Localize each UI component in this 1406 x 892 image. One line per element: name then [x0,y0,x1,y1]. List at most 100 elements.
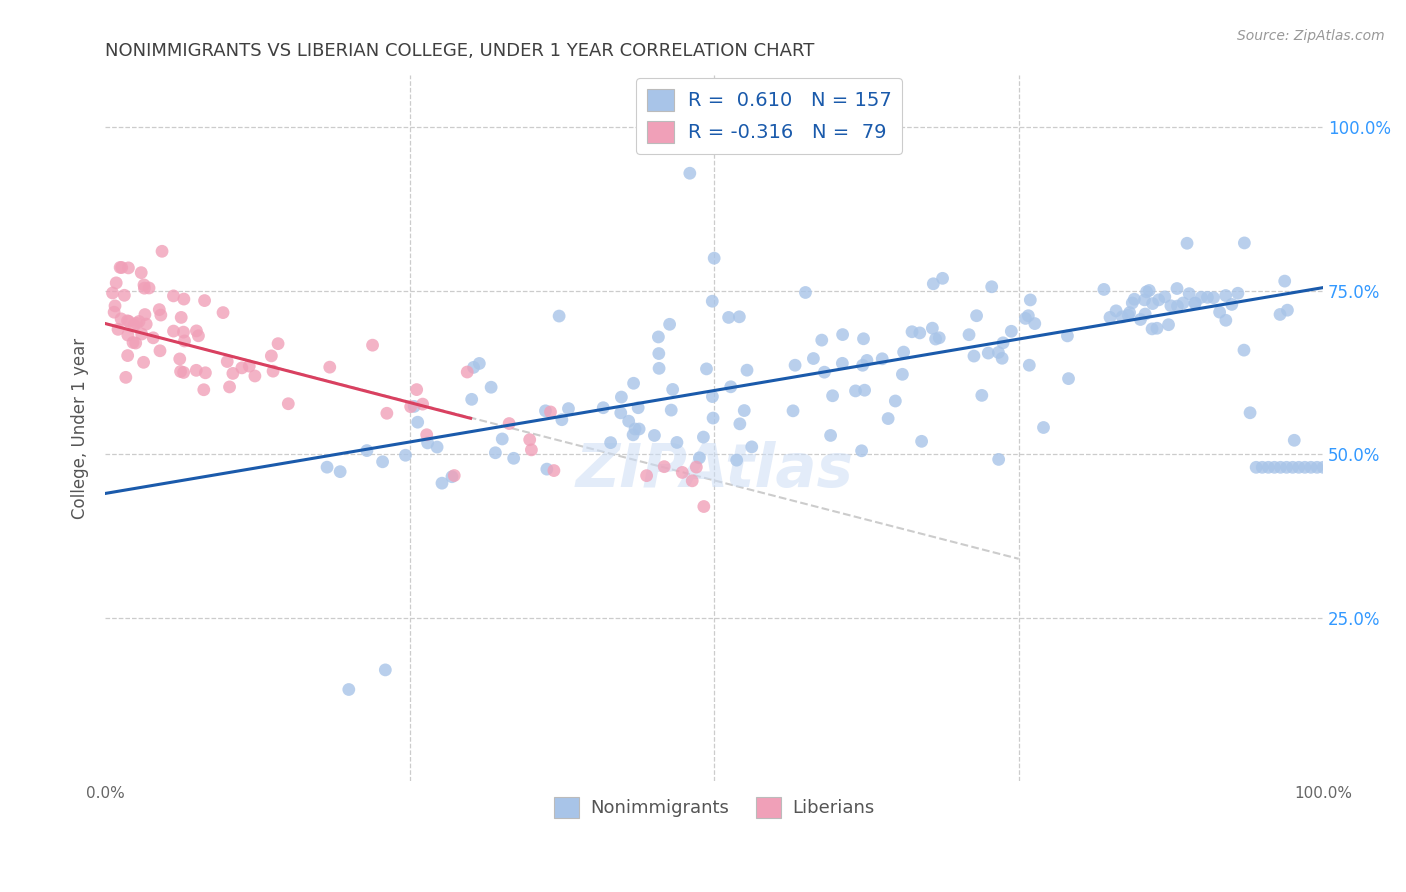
Point [430,476,453,491]
Point [1118,305,1140,319]
Point [172,325,194,339]
Point [260,349,283,363]
Point [520,442,543,457]
Point [374,663,396,677]
Point [1277,303,1299,318]
Point [891,368,914,382]
Point [652,459,675,474]
Point [1142,296,1164,310]
Point [1160,299,1182,313]
Point [733,403,755,417]
Point [636,468,658,483]
Point [1288,460,1310,475]
Point [316,460,339,475]
Point [129,266,152,280]
Point [134,281,156,295]
Point [702,294,724,309]
Point [1312,460,1334,475]
Point [1178,286,1201,301]
Point [1146,321,1168,335]
Point [415,427,437,442]
Point [114,370,136,384]
Point [922,277,945,291]
Point [728,417,751,431]
Point [399,400,422,414]
Point [543,464,565,478]
Point [703,251,725,265]
Point [970,388,993,402]
Point [169,364,191,378]
Point [150,244,173,259]
Point [908,326,931,340]
Point [1105,303,1128,318]
Point [1133,293,1156,307]
Point [262,364,284,378]
Point [534,404,557,418]
Point [851,443,873,458]
Point [665,435,688,450]
Point [557,401,579,416]
Point [627,401,650,415]
Point [117,349,139,363]
Point [921,321,943,335]
Point [132,355,155,369]
Point [624,422,647,436]
Point [149,308,172,322]
Point [135,317,157,331]
Point [1166,281,1188,295]
Point [831,327,853,342]
Point [536,462,558,476]
Point [416,436,439,450]
Point [1275,460,1298,475]
Point [877,411,900,425]
Point [456,365,478,379]
Point [853,383,876,397]
Point [187,328,209,343]
Point [1270,460,1292,475]
Point [186,324,208,338]
Point [170,310,193,325]
Point [193,383,215,397]
Point [267,336,290,351]
Point [901,325,924,339]
Point [162,289,184,303]
Point [659,403,682,417]
Point [1014,311,1036,326]
Point [803,351,825,366]
Point [440,469,463,483]
Point [1263,460,1285,475]
Point [1233,235,1256,250]
Point [1147,293,1170,307]
Point [356,443,378,458]
Text: NONIMMIGRANTS VS LIBERIAN COLLEGE, UNDER 1 YEAR CORRELATION CHART: NONIMMIGRANTS VS LIBERIAN COLLEGE, UNDER… [105,42,814,60]
Point [610,390,633,404]
Point [1220,297,1243,311]
Point [194,366,217,380]
Point [813,365,835,379]
Point [169,351,191,366]
Point [1202,291,1225,305]
Point [371,455,394,469]
Point [548,309,571,323]
Point [980,279,1002,293]
Point [931,271,953,285]
Point [134,308,156,322]
Point [728,310,751,324]
Point [149,343,172,358]
Point [142,331,165,345]
Point [479,380,502,394]
Point [101,285,124,300]
Point [1032,420,1054,434]
Point [1111,310,1133,324]
Point [162,324,184,338]
Point [735,363,758,377]
Point [1166,299,1188,313]
Point [966,309,988,323]
Point [963,349,986,363]
Point [212,305,235,319]
Point [1226,286,1249,301]
Point [1189,290,1212,304]
Point [132,277,155,292]
Point [794,285,817,300]
Point [361,338,384,352]
